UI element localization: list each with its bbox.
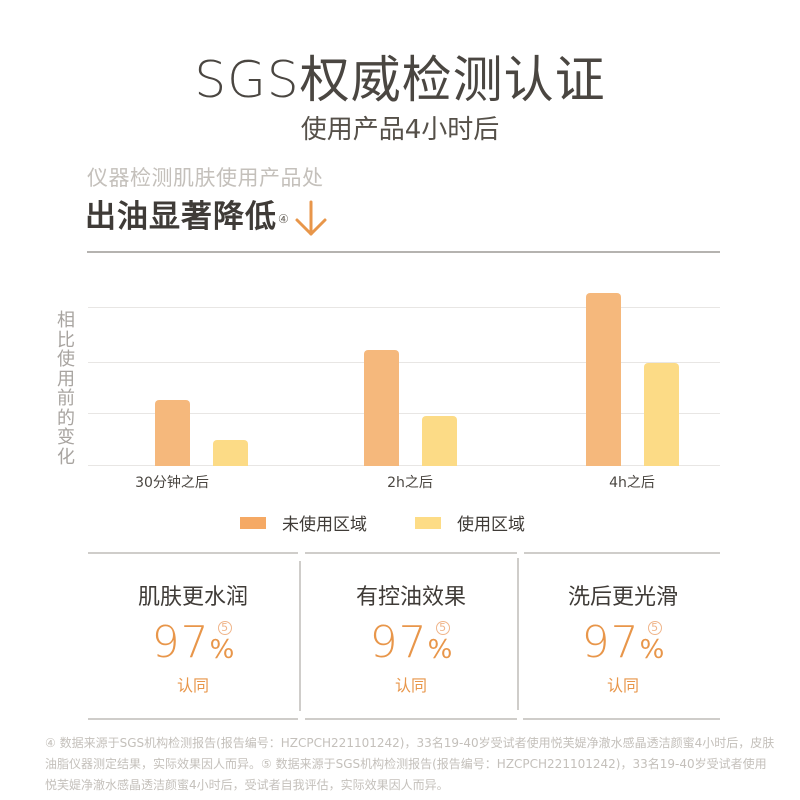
chart-baseline xyxy=(88,465,720,466)
page-subtitle: 使用产品4小时后 xyxy=(300,115,500,145)
chart-bar xyxy=(364,350,399,466)
chart-bar xyxy=(213,440,248,466)
stat-caption: 认同 xyxy=(176,676,209,695)
stat-title: 有控油效果 xyxy=(355,585,466,610)
footnote-marker: ④ xyxy=(278,212,290,226)
stat-title: 肌肤更水润 xyxy=(137,585,248,610)
chart-bar xyxy=(155,400,190,466)
stat-caption: 认同 xyxy=(606,676,639,695)
chart-bar xyxy=(644,363,679,466)
stat-divider-bottom xyxy=(88,718,298,720)
gridline xyxy=(88,307,720,308)
legend-item-unused: 未使用区域 xyxy=(240,510,367,535)
stat-divider-top xyxy=(88,552,298,554)
legend-label: 使用区域 xyxy=(457,515,525,535)
stat-caption: 认同 xyxy=(394,676,427,695)
stat-value: 97 5% xyxy=(306,617,516,668)
legend-swatch-unused xyxy=(240,516,266,529)
stat-divider-bottom xyxy=(523,718,720,720)
chart-bar xyxy=(586,293,621,466)
stat-card-moisture: 肌肤更水润 97 5% 认同 xyxy=(88,556,298,697)
stat-value: 97 5% xyxy=(88,617,298,668)
stat-unit: 5% xyxy=(639,621,665,665)
claim-headline-text: 出油显著降低 xyxy=(85,199,277,235)
claim-headline: 出油显著降低 ④ xyxy=(85,196,330,240)
stat-title: 洗后更光滑 xyxy=(567,585,678,610)
chart-bar xyxy=(422,416,457,466)
legend-label: 未使用区域 xyxy=(282,515,367,535)
chart-legend: 未使用区域 使用区域 xyxy=(240,510,525,535)
stat-number: 97 xyxy=(581,617,640,668)
stat-card-oil-control: 有控油效果 97 5% 认同 xyxy=(306,556,516,697)
x-tick-label: 2h之后 xyxy=(387,475,433,491)
footnote-marker: 5 xyxy=(217,621,232,635)
footnote-marker: 5 xyxy=(435,621,450,635)
stat-divider-bottom xyxy=(305,718,517,720)
page-title: SGS权威检测认证 xyxy=(194,51,606,109)
stat-unit: 5% xyxy=(427,621,453,665)
gridline xyxy=(88,362,720,363)
gridline xyxy=(88,413,720,414)
stat-number: 97 xyxy=(151,617,210,668)
arrow-down-icon xyxy=(295,200,327,236)
legend-swatch-used xyxy=(415,516,441,529)
claim-lead: 仪器检测肌肤使用产品处 xyxy=(87,166,324,190)
stat-divider-top xyxy=(524,552,720,554)
chart-top-rule xyxy=(87,251,720,253)
stat-value: 97 5% xyxy=(518,617,728,668)
stat-number: 97 xyxy=(369,617,428,668)
stat-unit: 5% xyxy=(209,621,235,665)
footnote-marker: 5 xyxy=(647,621,662,635)
legend-item-used: 使用区域 xyxy=(415,510,525,535)
x-tick-label: 4h之后 xyxy=(609,475,655,491)
stat-vertical-divider xyxy=(517,558,519,710)
stat-divider-top xyxy=(305,552,517,554)
y-axis-label: 相比使用前的变化 xyxy=(57,310,75,468)
stat-vertical-divider xyxy=(299,561,301,711)
x-tick-label: 30分钟之后 xyxy=(135,475,209,491)
footnote-text: ④ 数据来源于SGS机构检测报告(报告编号：HZCPCH221101242)，3… xyxy=(45,736,775,792)
stat-card-smoothness: 洗后更光滑 97 5% 认同 xyxy=(518,556,728,697)
